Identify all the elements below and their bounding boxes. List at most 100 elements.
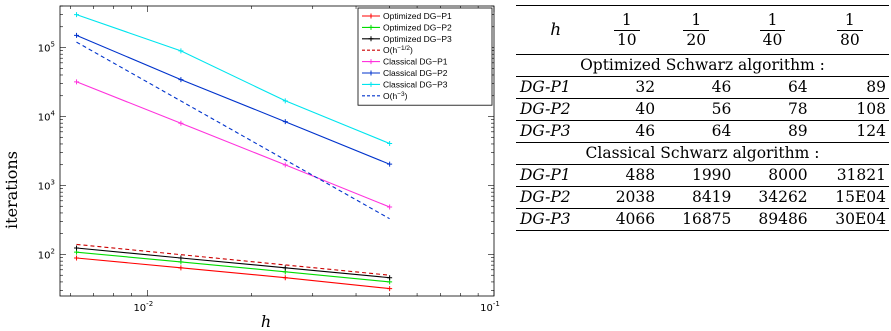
legend-marker: [368, 24, 374, 30]
table-cell: 488: [595, 164, 659, 187]
data-point: [387, 161, 393, 167]
legend-label: Optimized DG−P1: [383, 11, 452, 21]
fraction-denominator: 80: [839, 30, 860, 49]
table-row: DG-P3 46 64 89 124: [516, 120, 889, 143]
fraction-denominator: 10: [616, 30, 637, 49]
data-point: [387, 286, 393, 292]
minor-ticks: [60, 5, 495, 296]
data-point: [178, 255, 184, 261]
y-tick-label: 103: [38, 178, 55, 192]
h-header: h: [516, 5, 596, 55]
results-table: h 1 10 1 20 1 40 1 80 Optimized Schwarz algorit…: [516, 5, 889, 231]
fraction-denominator: 40: [762, 30, 783, 49]
legend-label: Classical DG−P1: [383, 57, 448, 67]
table-body: h 1 10 1 20 1 40 1 80 Optimized Schwarz algorit…: [516, 5, 889, 231]
table-cell: 40: [595, 98, 659, 121]
data-point: [178, 48, 184, 54]
section-title: Optimized Schwarz algorithm :: [516, 54, 889, 77]
data-point: [74, 79, 80, 85]
table-cell: 15E04: [810, 186, 889, 209]
series-line-3: [76, 243, 390, 276]
data-point: [178, 120, 184, 126]
legend-label: Classical DG−P3: [383, 79, 448, 89]
table-cell: 8000: [734, 164, 811, 187]
table-row: DG-P1 488 1990 8000 31821: [516, 164, 889, 187]
row-label: DG-P3: [516, 120, 596, 143]
h-value-header: 1 10: [595, 5, 659, 55]
data-point: [178, 265, 184, 271]
h-fraction: 1 40: [759, 11, 786, 50]
data-point: [387, 140, 393, 146]
series-line-6: [76, 14, 390, 145]
legend-label: Classical DG−P2: [383, 68, 448, 78]
legend-label: O(h−1/2): [383, 45, 413, 55]
data-point: [74, 12, 80, 18]
series-line-7: [76, 41, 390, 220]
table-cell: 46: [658, 76, 735, 99]
x-axis-title: h: [261, 312, 271, 331]
table-cell: 89: [734, 120, 811, 143]
data-point: [178, 77, 184, 83]
fraction-numerator: 1: [759, 11, 786, 31]
row-label: DG-P3: [516, 208, 596, 231]
data-point: [387, 204, 393, 210]
table-row: DG-P3 4066 16875 89486 30E04: [516, 208, 889, 231]
legend-label: Optimized DG−P2: [383, 22, 452, 32]
table-cell: 124: [810, 120, 889, 143]
series-line-4: [76, 81, 390, 208]
table-cell: 56: [658, 98, 735, 121]
data-point: [282, 162, 288, 168]
legend-marker: [368, 36, 374, 42]
table-cell: 1990: [658, 164, 735, 187]
y-tick-label: 105: [38, 41, 55, 55]
y-axis-title: iterations: [2, 151, 21, 229]
row-label: DG-P1: [516, 164, 596, 187]
section-title-row: Optimized Schwarz algorithm :: [516, 54, 889, 77]
data-point: [282, 275, 288, 281]
legend-marker: [368, 81, 374, 87]
section-title-row: Classical Schwarz algorithm :: [516, 142, 889, 165]
legend-label: Optimized DG−P3: [383, 34, 452, 44]
table-cell: 89486: [734, 208, 811, 231]
h-value-header: 1 80: [810, 5, 889, 55]
series-line-2: [76, 247, 390, 279]
legend-marker: [368, 70, 374, 76]
table-cell: 31821: [810, 164, 889, 187]
h-fraction: 1 20: [683, 11, 710, 50]
data-point: [74, 245, 80, 251]
h-fraction: 1 80: [836, 11, 863, 50]
h-value-header: 1 40: [734, 5, 811, 55]
section-title: Classical Schwarz algorithm :: [516, 142, 889, 165]
table-header-row: h 1 10 1 20 1 40 1 80: [516, 5, 889, 55]
y-tick-label: 104: [38, 110, 56, 124]
h-value-header: 1 20: [658, 5, 735, 55]
table-cell: 34262: [734, 186, 811, 209]
table-cell: 30E04: [810, 208, 889, 231]
table-row: DG-P1 32 46 64 89: [516, 76, 889, 99]
data-point: [74, 255, 80, 261]
table-cell: 32: [595, 76, 659, 99]
legend-marker: [368, 59, 374, 65]
y-tick-label: 102: [38, 247, 55, 261]
table-cell: 16875: [658, 208, 735, 231]
table-cell: 108: [810, 98, 889, 121]
data-point: [387, 275, 393, 281]
table-row: DG-P2 40 56 78 108: [516, 98, 889, 121]
legend-label: O(h−3): [383, 91, 408, 101]
legend-marker: [368, 13, 374, 19]
fraction-numerator: 1: [836, 11, 863, 31]
data-point: [282, 98, 288, 104]
table-cell: 2038: [595, 186, 659, 209]
table-cell: 8419: [658, 186, 735, 209]
table-cell: 64: [658, 120, 735, 143]
row-label: DG-P1: [516, 76, 596, 99]
series-line-5: [76, 34, 390, 165]
row-label: DG-P2: [516, 186, 596, 209]
fraction-numerator: 1: [683, 11, 710, 31]
data-point: [387, 279, 393, 285]
table-cell: 78: [734, 98, 811, 121]
table-cell: 4066: [595, 208, 659, 231]
series-line-1: [76, 251, 390, 283]
